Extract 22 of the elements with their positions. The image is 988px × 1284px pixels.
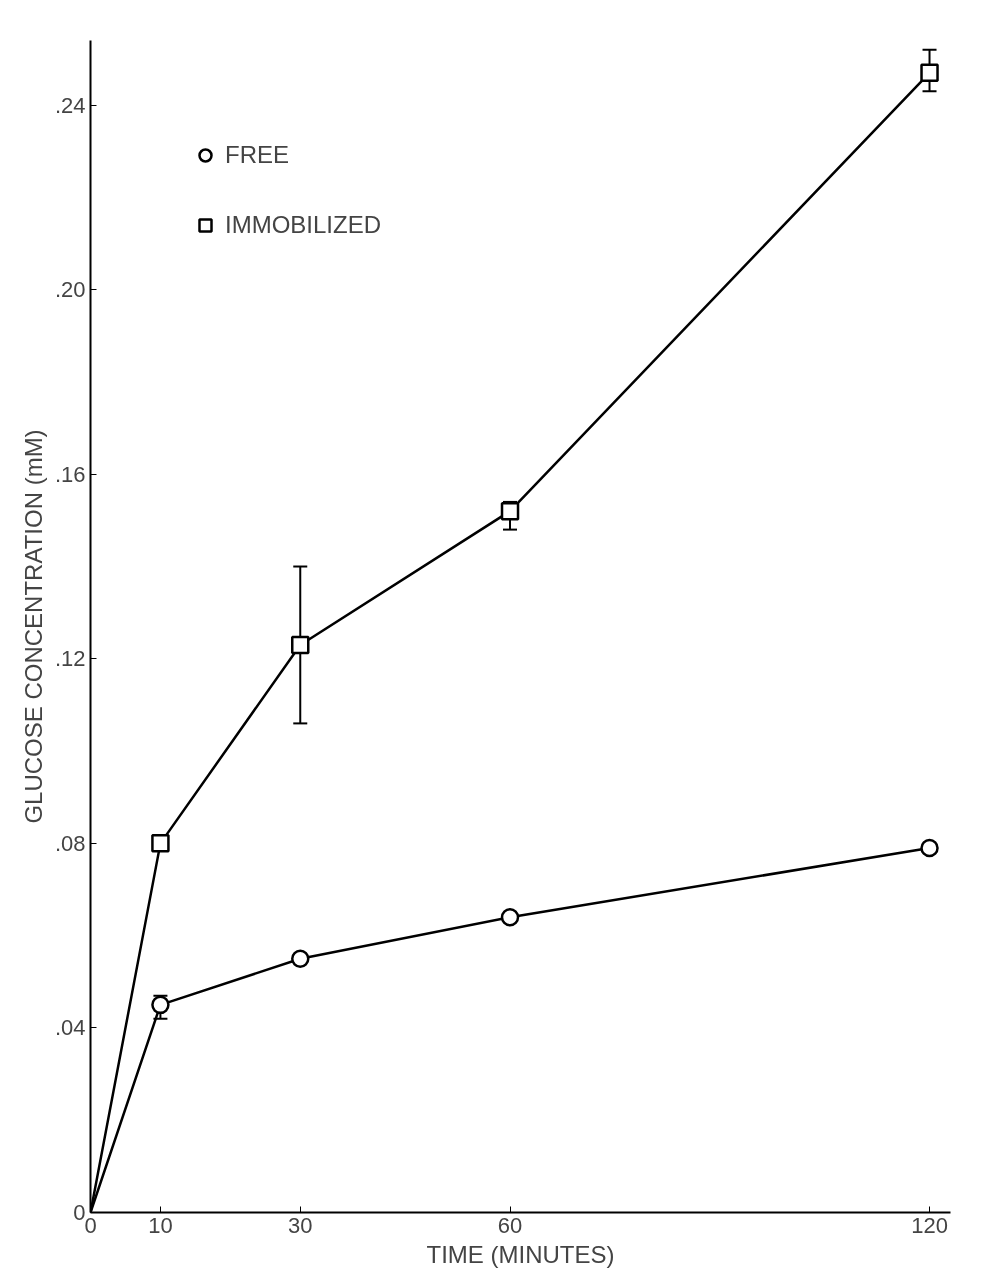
x-tick-label: 30 — [288, 1212, 313, 1238]
point — [151, 834, 170, 853]
legend-label: FREE — [225, 141, 290, 169]
point — [920, 63, 939, 83]
point — [291, 635, 310, 655]
x-axis-title: TIME (MINUTES) — [426, 1240, 615, 1268]
point — [500, 501, 520, 521]
point — [291, 949, 310, 968]
point — [151, 995, 170, 1015]
y-tick-label: .24 — [54, 92, 86, 118]
point — [920, 838, 939, 858]
point — [500, 907, 520, 927]
x-tick-label: 10 — [148, 1212, 173, 1238]
y-tick-label: .12 — [54, 646, 86, 672]
y-axis-title: GLUCOSE CONCENTRATION (mM) — [19, 429, 47, 824]
x-tick-label: 60 — [497, 1212, 523, 1238]
y-tick-label: .04 — [54, 1015, 86, 1041]
y-tick-label: .16 — [54, 461, 86, 487]
x-tick-label: 120 — [911, 1212, 948, 1238]
legend-label: IMMOBILIZED — [225, 211, 382, 239]
y-tick-label: .20 — [54, 277, 86, 303]
y-tick-label: .08 — [54, 830, 86, 856]
